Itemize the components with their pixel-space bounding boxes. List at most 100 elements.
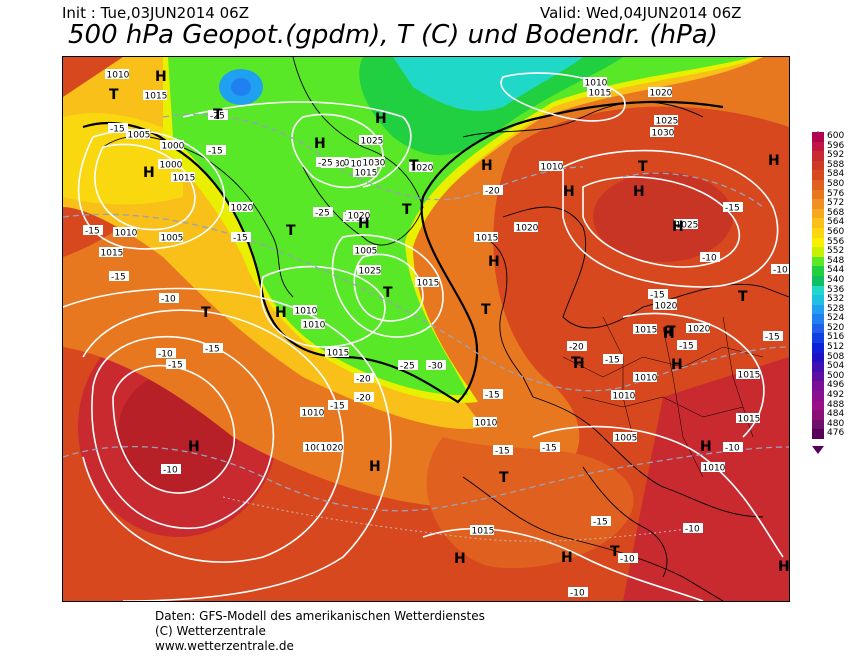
legend-swatch: [812, 132, 824, 142]
svg-text:1005: 1005: [615, 434, 638, 444]
svg-text:1005: 1005: [355, 247, 378, 257]
legend-value: 492: [827, 390, 845, 401]
legend-row: 532: [812, 294, 850, 305]
credits: Daten: GFS-Modell des amerikanischen Wet…: [155, 609, 485, 654]
legend-swatch: [812, 218, 824, 228]
svg-text:-15: -15: [85, 227, 100, 237]
temperature-label: -15: [231, 232, 251, 244]
coast-greenland-east: [292, 57, 424, 246]
svg-text:-10: -10: [685, 525, 700, 535]
temperature-label: -10: [683, 523, 703, 535]
svg-text:1010: 1010: [703, 464, 726, 474]
svg-text:-15: -15: [605, 356, 620, 366]
legend-row: 500: [812, 371, 850, 382]
field-blue-inner: [231, 78, 251, 96]
legend-value: 556: [827, 236, 845, 247]
svg-text:1005: 1005: [128, 131, 151, 141]
legend-value: 484: [827, 409, 845, 420]
init-time-label: Init : Tue,03JUN2014 06Z: [62, 4, 249, 22]
pressure-label: 1015: [474, 232, 498, 244]
legend-row: 496: [812, 380, 850, 392]
svg-text:1000: 1000: [162, 142, 185, 152]
legend-row: 600: [812, 131, 850, 142]
svg-text:-20: -20: [569, 343, 584, 353]
pressure-label: 1020: [346, 210, 371, 222]
svg-text:-20: -20: [485, 187, 500, 197]
temperature-label: -10: [771, 264, 789, 276]
legend-swatch: [812, 208, 824, 219]
pressure-label: 1010: [301, 319, 326, 331]
valid-time-label: Valid: Wed,04JUN2014 06Z: [540, 4, 742, 22]
low-pressure-marker: T: [383, 285, 393, 301]
legend-row: 528: [812, 304, 850, 315]
legend-row: 588: [812, 160, 850, 171]
svg-text:1020: 1020: [231, 204, 254, 214]
low-pressure-marker: T: [499, 470, 509, 486]
legend-swatch: [812, 151, 824, 161]
field-cyan-core: [393, 57, 583, 111]
legend-value: 576: [827, 188, 845, 199]
svg-text:-30: -30: [428, 362, 443, 372]
low-pressure-marker: T: [571, 355, 581, 371]
svg-text:1010: 1010: [613, 392, 636, 402]
legend-swatch: [812, 295, 824, 305]
svg-text:1010: 1010: [475, 419, 498, 429]
temperature-label: -15: [540, 442, 560, 454]
legend-value: 512: [827, 342, 845, 353]
legend-row: 512: [812, 342, 850, 353]
legend-row: 548: [812, 255, 850, 267]
coast-europe: [532, 396, 764, 518]
high-pressure-marker: H: [671, 357, 683, 373]
temperature-label: -15: [166, 359, 186, 371]
legend-swatch: [812, 237, 824, 248]
legend-row: 516: [812, 332, 850, 344]
temperature-label: -10: [159, 293, 179, 305]
svg-text:-25: -25: [318, 159, 333, 169]
color-legend: 600 596 592 588 584 580 576 572 568 564 560 556 552 5…: [812, 131, 850, 454]
temperature-label: -25: [316, 157, 336, 169]
legend-value: 584: [827, 169, 845, 180]
svg-text:-10: -10: [702, 254, 717, 264]
pressure-label: 1020: [653, 300, 678, 312]
svg-text:1020: 1020: [516, 224, 539, 234]
pressure-label: 1020: [229, 202, 254, 214]
low-pressure-marker: T: [481, 302, 491, 318]
high-pressure-marker: H: [663, 325, 675, 341]
pressure-label: 1025: [359, 135, 383, 147]
legend-value: 572: [827, 198, 845, 209]
legend-swatch: [812, 160, 824, 171]
svg-text:1010: 1010: [541, 163, 564, 173]
credits-copyright: (C) Wetterzentrale: [155, 624, 266, 638]
temperature-label-layer: -15-15-25-15-15-25-25-20-15-15-10-10-15-…: [83, 110, 789, 599]
svg-text:-15: -15: [208, 147, 223, 157]
legend-swatch: [812, 227, 824, 238]
svg-text:-15: -15: [485, 391, 500, 401]
high-pressure-marker: H: [563, 184, 575, 200]
field-red-east: [593, 172, 733, 262]
high-pressure-marker: H: [633, 184, 645, 200]
legend-row: 576: [812, 188, 850, 200]
legend-swatch: [812, 247, 824, 257]
legend-swatch: [812, 266, 824, 276]
legend-value: 596: [827, 140, 845, 151]
svg-text:1020: 1020: [650, 89, 673, 99]
svg-text:-10: -10: [725, 444, 740, 454]
pressure-label: 1020: [686, 323, 711, 335]
low-pressure-marker: T: [666, 324, 676, 340]
temperature-label: -25: [208, 110, 228, 122]
temperature-label: -20: [354, 392, 374, 404]
svg-text:1020: 1020: [411, 164, 434, 174]
svg-text:1010: 1010: [585, 79, 608, 89]
pressure-label: 1005: [613, 432, 637, 444]
pressure-label: 1010: [293, 305, 318, 317]
high-pressure-marker: H: [481, 158, 493, 174]
temperature-label: -15: [203, 343, 223, 355]
legend-value: 548: [827, 255, 845, 266]
pressure-label: 1025: [674, 219, 698, 231]
temperature-label: -20: [567, 341, 587, 353]
legend-value: 564: [827, 217, 845, 228]
legend-swatch: [812, 400, 824, 411]
temperature-label: -10: [618, 553, 638, 565]
isotherms: [63, 113, 789, 512]
